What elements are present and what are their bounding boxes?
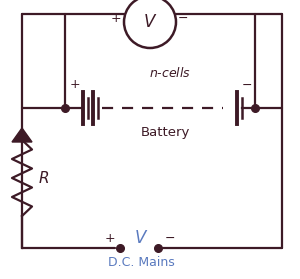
Text: −: −: [165, 232, 175, 244]
Text: $R$: $R$: [38, 170, 49, 186]
Text: +: +: [105, 232, 115, 244]
Text: $n$-cells: $n$-cells: [149, 66, 191, 80]
Text: +: +: [70, 78, 80, 92]
Text: $V$: $V$: [134, 229, 148, 247]
Text: $V$: $V$: [143, 13, 157, 31]
Text: −: −: [178, 11, 188, 25]
Polygon shape: [12, 128, 32, 142]
Text: D.C. Mains: D.C. Mains: [108, 256, 174, 269]
Text: −: −: [242, 78, 252, 92]
Text: Battery: Battery: [140, 126, 190, 139]
Text: +: +: [111, 11, 121, 25]
